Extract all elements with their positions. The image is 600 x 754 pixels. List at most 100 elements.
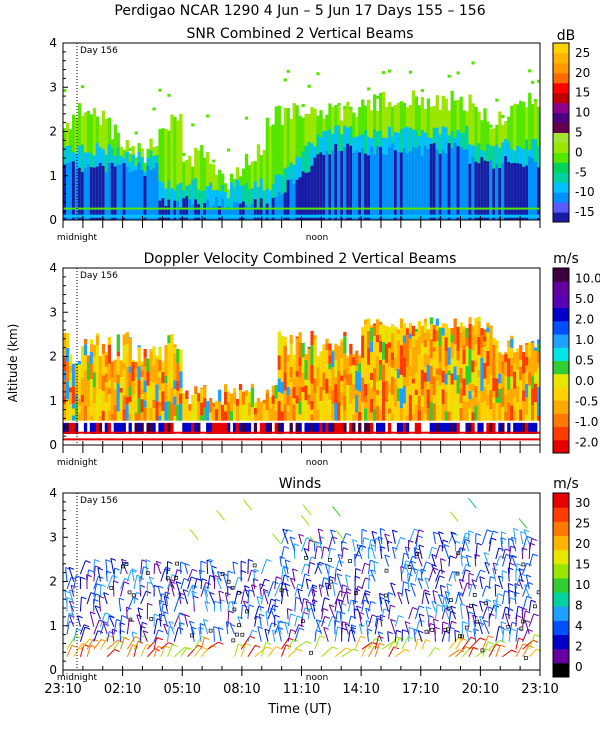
doppler-cell [424,353,427,367]
wind-barb [107,640,118,649]
snr-cell [191,123,194,126]
doppler-cell [313,359,316,378]
wind-barb [516,606,518,619]
snr-colorbar-unit: dB [557,28,576,44]
wind-barb [265,629,268,641]
doppler-cell [400,408,403,421]
snr-cell [293,184,296,220]
doppler-cell [507,347,510,358]
doppler-cell [120,388,123,393]
doppler-cell [421,356,424,370]
wind-barb-flag [379,643,384,645]
doppler-cell [123,334,126,345]
doppler-cell [120,412,123,421]
doppler-cell [495,387,498,398]
doppler-cell [379,325,382,335]
doppler-cell [424,319,427,323]
doppler-cell [224,411,227,420]
colorbar-swatch [553,294,569,308]
snr-cell [78,168,81,220]
doppler-cell [519,360,522,367]
doppler-cell [302,392,305,410]
doppler-cell [266,390,269,393]
snr-cell [373,154,376,220]
wind-barb [380,615,382,627]
doppler-cell [164,383,167,401]
doppler-panel: Doppler Velocity Combined 2 Vertical Bea… [6,251,600,468]
doppler-cell [173,366,176,374]
doppler-cell [409,334,412,339]
wind-barb [272,534,280,544]
doppler-cell [534,372,537,383]
wind-barb-flag [158,630,163,632]
wind-barb [301,515,309,525]
doppler-cell [230,394,233,405]
wind-barb [235,577,238,589]
doppler-cell [451,384,454,401]
doppler-cell [108,380,111,388]
wind-barb [268,582,273,597]
colorbar-swatch [553,507,569,522]
wind-barb-flag [364,538,369,540]
doppler-cell [504,412,507,421]
doppler-cell [474,397,477,405]
doppler-cell [418,321,421,336]
doppler-cell [281,394,284,412]
doppler-cell [412,379,415,384]
doppler-cell [364,384,367,396]
wind-barb [322,547,324,559]
doppler-cell [117,356,120,374]
colorbar-label: 20 [575,537,590,551]
doppler-cell [507,358,510,376]
colorbar-label: 5 [575,126,583,140]
wind-barb [121,638,124,649]
doppler-cell [209,398,212,413]
doppler-cell [355,351,358,360]
doppler-cell [266,393,269,411]
doppler-cell [302,410,305,421]
day-label: Day 156 [80,271,118,281]
midnight-label: midnight [57,458,98,468]
doppler-cell [457,360,460,374]
doppler-cell [460,368,463,384]
doppler-cell [388,408,391,413]
doppler-cell [534,351,537,355]
doppler-cell [477,377,480,387]
doppler-cell [346,357,349,374]
doppler-cell [352,365,355,384]
wind-barb [159,614,160,627]
doppler-cell [146,372,149,386]
doppler-cell [105,387,108,402]
wind-barb [342,585,343,597]
snr-cell [173,117,176,120]
doppler-cell [290,335,293,344]
wind-barb [141,591,146,604]
doppler-cell [245,390,248,396]
snr-cell [135,171,138,220]
doppler-cell [522,407,525,421]
wind-barb [389,605,391,619]
doppler-cell [361,385,364,402]
doppler-cell [81,346,84,358]
doppler-cell [108,394,111,410]
wind-barb-flag [67,598,72,600]
doppler-cell [409,377,412,395]
doppler-cell [462,345,465,350]
snr-cell [471,157,474,220]
wind-barb [288,630,291,642]
wind-barb [259,614,261,627]
wind-barb-flag [267,559,272,561]
doppler-cell [510,405,513,420]
doppler-cell [251,384,254,388]
doppler-cell [114,360,117,372]
colorbar-label: 10.0 [575,271,600,285]
wind-barb [355,636,360,649]
doppler-cell [120,393,123,407]
wind-barb-flag [98,576,103,578]
doppler-cell [477,337,480,355]
wind-barb [87,570,88,582]
doppler-cell [299,357,302,366]
doppler-cell [454,354,457,367]
doppler-cell [406,386,409,395]
doppler-cell [504,354,507,362]
